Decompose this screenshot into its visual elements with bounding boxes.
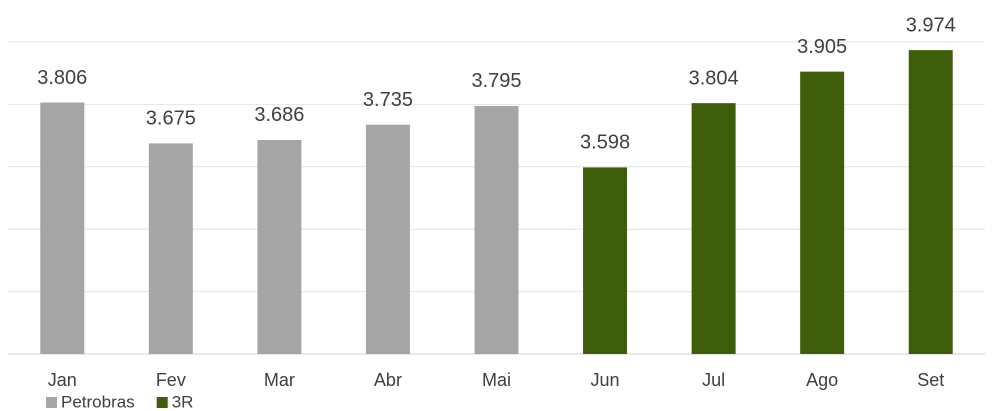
legend-swatch [46, 397, 57, 408]
legend-label: Petrobras [61, 392, 135, 411]
bar [800, 71, 845, 354]
bar [583, 167, 628, 354]
legend-swatch [156, 397, 168, 408]
x-tick-label: Abr [374, 370, 402, 390]
bar [257, 139, 302, 354]
x-tick-label: Ago [806, 370, 838, 390]
x-tick-label: Fev [156, 370, 186, 390]
data-label: 3.974 [906, 14, 956, 36]
x-tick-label: Jun [591, 370, 620, 390]
data-label: 3.806 [37, 67, 87, 89]
x-tick-label: Mar [264, 370, 295, 390]
data-label: 3.735 [363, 89, 413, 111]
data-label: 3.804 [689, 67, 739, 89]
bar [691, 103, 736, 354]
bar [365, 124, 410, 355]
data-label: 3.905 [797, 36, 847, 58]
x-tick-label: Jul [702, 370, 725, 390]
legend-label: 3R [172, 392, 194, 411]
x-tick-label: Mai [482, 370, 511, 390]
data-label: 3.598 [580, 132, 630, 154]
bar [908, 50, 953, 354]
data-label: 3.675 [146, 108, 196, 130]
data-label: 3.795 [471, 70, 521, 92]
bar [474, 105, 519, 355]
data-label: 3.686 [254, 104, 304, 126]
x-tick-label: Set [917, 370, 944, 390]
x-tick-label: Jan [48, 370, 77, 390]
bar [40, 102, 85, 354]
bar [148, 143, 193, 354]
